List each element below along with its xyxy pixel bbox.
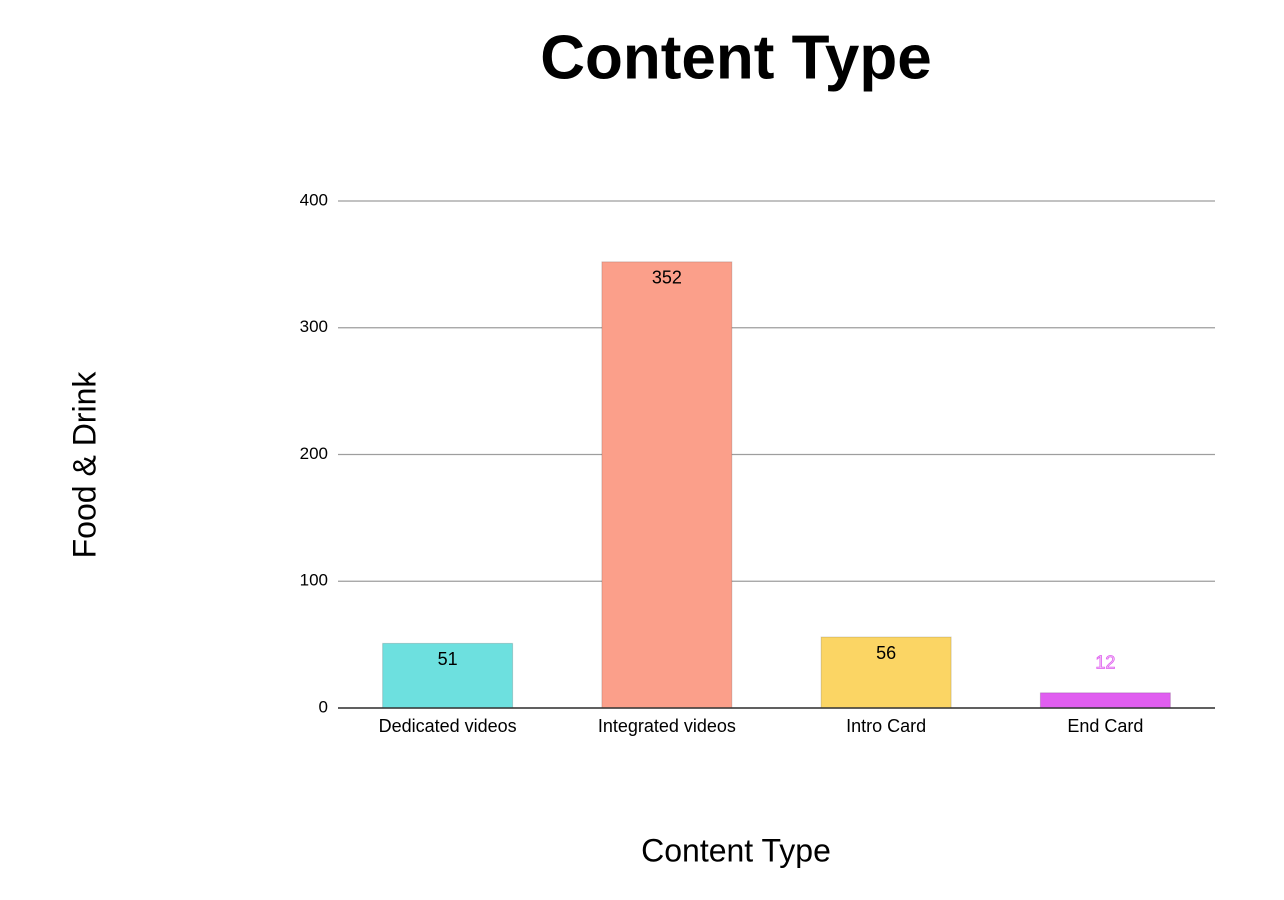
y-tick-label: 0 bbox=[319, 697, 328, 716]
x-tick-label: End Card bbox=[1067, 716, 1143, 736]
y-axis-label: Food & Drink bbox=[66, 371, 102, 559]
y-tick-label: 100 bbox=[300, 571, 328, 590]
bar bbox=[382, 642, 514, 709]
x-tick-label: Intro Card bbox=[846, 716, 926, 736]
x-tick-label: Integrated videos bbox=[598, 716, 736, 736]
x-axis-label: Content Type bbox=[641, 832, 831, 868]
x-tick-label: Dedicated videos bbox=[379, 716, 517, 736]
bar bbox=[601, 261, 733, 709]
y-tick-label: 400 bbox=[300, 190, 328, 209]
value-label: 352 bbox=[652, 268, 682, 288]
value-label: 12 bbox=[1095, 653, 1115, 673]
bar bbox=[1039, 692, 1171, 709]
value-label: 51 bbox=[438, 649, 458, 669]
chart-title: Content Type bbox=[540, 23, 932, 92]
y-tick-label: 300 bbox=[300, 317, 328, 336]
value-label: 56 bbox=[876, 643, 896, 663]
y-tick-label: 200 bbox=[300, 444, 328, 463]
